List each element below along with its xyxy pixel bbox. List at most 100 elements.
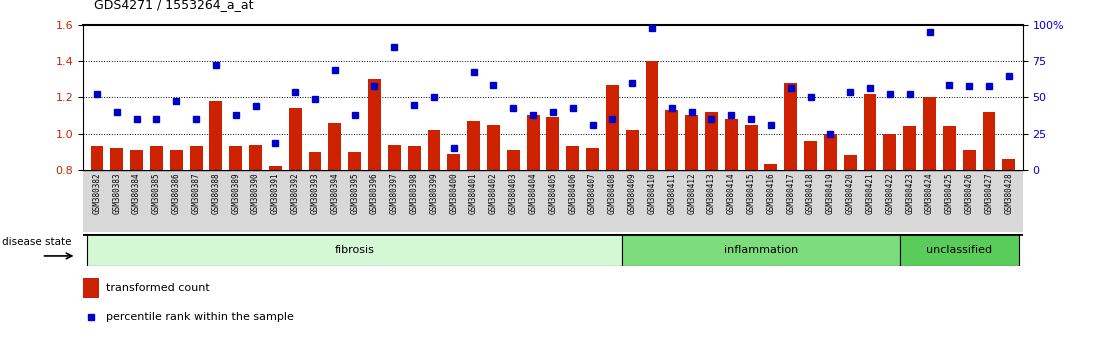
Text: GSM380401: GSM380401	[469, 172, 479, 214]
Bar	[705, 112, 718, 170]
Bar	[546, 117, 560, 170]
Bar	[626, 130, 638, 170]
Text: GSM380405: GSM380405	[548, 172, 557, 214]
Text: GSM380392: GSM380392	[290, 172, 299, 214]
Bar	[111, 148, 123, 170]
Bar	[844, 155, 856, 170]
Bar	[623, 234, 900, 266]
Bar	[150, 146, 163, 170]
Bar	[170, 150, 183, 170]
Bar	[408, 146, 421, 170]
Bar	[368, 79, 381, 170]
Bar	[586, 148, 599, 170]
Text: GSM380383: GSM380383	[112, 172, 121, 214]
Text: disease state: disease state	[2, 236, 71, 247]
Text: GSM380382: GSM380382	[92, 172, 102, 214]
Bar	[428, 130, 440, 170]
Text: GSM380404: GSM380404	[529, 172, 537, 214]
Bar	[646, 61, 658, 170]
Text: percentile rank within the sample: percentile rank within the sample	[106, 312, 295, 322]
Bar	[189, 146, 203, 170]
Bar	[666, 110, 678, 170]
Text: GSM380402: GSM380402	[489, 172, 497, 214]
Text: GSM380412: GSM380412	[687, 172, 696, 214]
Text: GSM380395: GSM380395	[350, 172, 359, 214]
Text: GDS4271 / 1553264_a_at: GDS4271 / 1553264_a_at	[94, 0, 254, 11]
Text: GSM380424: GSM380424	[925, 172, 934, 214]
Text: GSM380425: GSM380425	[945, 172, 954, 214]
Text: GSM380427: GSM380427	[985, 172, 994, 214]
Bar	[685, 115, 698, 170]
Bar	[566, 146, 579, 170]
Bar	[348, 152, 361, 170]
Text: GSM380408: GSM380408	[608, 172, 617, 214]
Bar	[506, 150, 520, 170]
Bar	[249, 144, 261, 170]
Bar	[468, 121, 480, 170]
Text: GSM380406: GSM380406	[568, 172, 577, 214]
Text: GSM380389: GSM380389	[232, 172, 240, 214]
Text: GSM380403: GSM380403	[509, 172, 517, 214]
Text: GSM380410: GSM380410	[647, 172, 657, 214]
Text: GSM380407: GSM380407	[588, 172, 597, 214]
Bar	[863, 94, 876, 170]
Text: GSM380426: GSM380426	[965, 172, 974, 214]
Bar	[526, 115, 540, 170]
Bar	[903, 126, 916, 170]
Text: GSM380397: GSM380397	[390, 172, 399, 214]
Bar	[388, 144, 401, 170]
Text: fibrosis: fibrosis	[335, 245, 375, 255]
Bar	[745, 125, 758, 170]
Bar	[130, 150, 143, 170]
Bar	[1003, 159, 1015, 170]
Text: GSM380398: GSM380398	[410, 172, 419, 214]
Text: GSM380388: GSM380388	[212, 172, 220, 214]
Text: GSM380409: GSM380409	[627, 172, 637, 214]
Bar	[725, 119, 738, 170]
Text: GSM380428: GSM380428	[1004, 172, 1014, 214]
Bar	[900, 234, 1018, 266]
Text: GSM380391: GSM380391	[270, 172, 280, 214]
Bar	[209, 101, 223, 170]
Bar	[943, 126, 956, 170]
Text: GSM380411: GSM380411	[667, 172, 676, 214]
Text: GSM380421: GSM380421	[865, 172, 874, 214]
Text: GSM380414: GSM380414	[727, 172, 736, 214]
Text: GSM380384: GSM380384	[132, 172, 141, 214]
Text: GSM380417: GSM380417	[787, 172, 796, 214]
Text: GSM380422: GSM380422	[885, 172, 894, 214]
Text: GSM380420: GSM380420	[845, 172, 854, 214]
Text: GSM380415: GSM380415	[747, 172, 756, 214]
Text: GSM380385: GSM380385	[152, 172, 161, 214]
Text: GSM380423: GSM380423	[905, 172, 914, 214]
Text: inflammation: inflammation	[724, 245, 798, 255]
Text: unclassified: unclassified	[926, 245, 993, 255]
Bar	[289, 108, 301, 170]
Text: GSM380390: GSM380390	[252, 172, 260, 214]
Text: GSM380399: GSM380399	[430, 172, 439, 214]
Text: transformed count: transformed count	[106, 284, 211, 293]
Bar	[488, 125, 500, 170]
Bar	[804, 141, 817, 170]
Bar	[88, 234, 623, 266]
Bar	[83, 278, 99, 298]
Bar	[883, 133, 896, 170]
Bar	[784, 83, 797, 170]
Bar	[765, 165, 778, 170]
Bar	[91, 146, 103, 170]
Bar	[448, 154, 460, 170]
Bar	[963, 150, 976, 170]
Bar	[229, 146, 243, 170]
Text: GSM380416: GSM380416	[767, 172, 776, 214]
Bar	[309, 152, 321, 170]
Text: GSM380418: GSM380418	[807, 172, 815, 214]
Text: GSM380413: GSM380413	[707, 172, 716, 214]
Text: GSM380419: GSM380419	[825, 172, 835, 214]
Text: GSM380394: GSM380394	[330, 172, 339, 214]
Bar	[923, 97, 936, 170]
Text: GSM380396: GSM380396	[370, 172, 379, 214]
Text: GSM380400: GSM380400	[449, 172, 459, 214]
Text: GSM380387: GSM380387	[192, 172, 201, 214]
Text: GSM380393: GSM380393	[310, 172, 319, 214]
Bar	[824, 133, 837, 170]
